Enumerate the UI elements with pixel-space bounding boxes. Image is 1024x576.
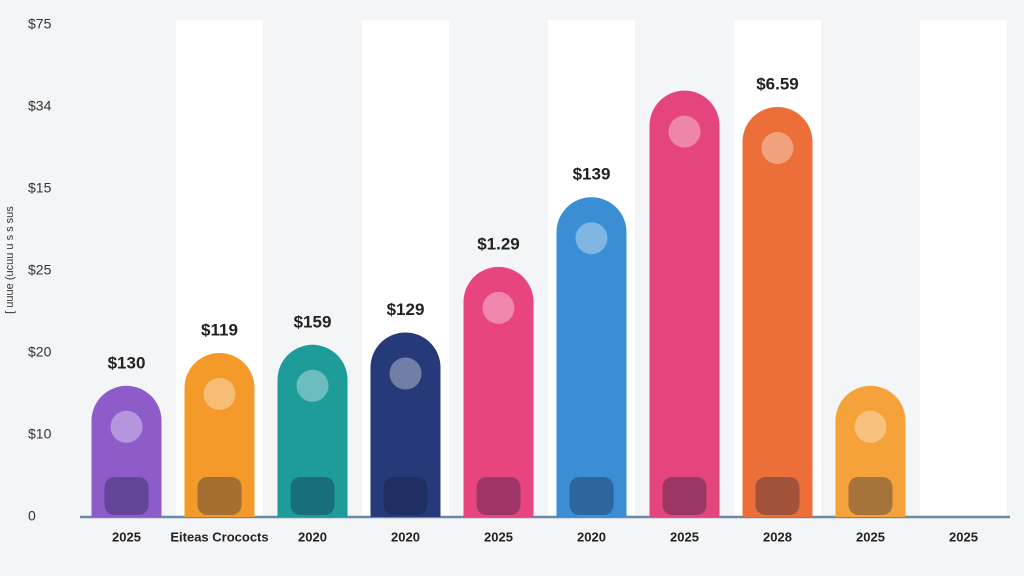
- bar-figure: [668, 115, 701, 148]
- bar: [91, 385, 162, 517]
- bar-figure-body: [848, 477, 893, 515]
- bar-figure: [389, 357, 422, 390]
- y-tick-label: 0: [28, 508, 36, 524]
- x-tick-label: 2025: [670, 529, 699, 544]
- bar-figure-body: [104, 477, 149, 515]
- bar-figure: [110, 410, 143, 443]
- value-label: $6.59: [756, 74, 799, 93]
- x-tick-label: 2025: [856, 529, 885, 544]
- bar-figure-body: [290, 477, 335, 515]
- column-panel: [920, 20, 1007, 517]
- value-label: $159: [294, 312, 332, 331]
- bar: [463, 266, 534, 517]
- x-tick-label: Eiteas Crococts: [170, 529, 268, 544]
- bar-figure-body: [383, 477, 428, 515]
- y-axis-label: [ uuue (ucuu u s s sus: [4, 206, 16, 314]
- bar: [742, 106, 813, 517]
- bar-figure-body: [662, 477, 707, 515]
- x-tick-label: 2025: [949, 529, 978, 544]
- bar-figure: [575, 222, 608, 255]
- y-tick-label: $15: [28, 180, 52, 196]
- value-label: $129: [387, 300, 425, 319]
- x-tick-label: 2025: [112, 529, 141, 544]
- bar: [277, 344, 348, 517]
- y-tick-label: $25: [28, 262, 52, 278]
- bar: [556, 197, 627, 517]
- bar-figure-body: [476, 477, 521, 515]
- bar-figure: [296, 369, 329, 402]
- bar: [370, 332, 441, 517]
- bar-figure: [854, 410, 887, 443]
- x-tick-label: 2020: [577, 529, 606, 544]
- bar-figure: [761, 132, 794, 164]
- bar-figure-body: [755, 477, 800, 515]
- x-tick-label: 2025: [484, 529, 513, 544]
- y-tick-label: $34: [28, 98, 52, 114]
- bar-figure: [482, 291, 515, 324]
- y-tick-label: $20: [28, 344, 52, 360]
- y-tick-label: $10: [28, 426, 52, 442]
- value-label: $139: [573, 165, 611, 184]
- x-tick-label: 2020: [391, 529, 420, 544]
- bar-figure-body: [569, 477, 614, 515]
- x-tick-label: 2028: [763, 529, 792, 544]
- value-label: $1.29: [477, 234, 520, 253]
- x-tick-label: 2020: [298, 529, 327, 544]
- bar: [649, 90, 720, 517]
- y-tick-label: $75: [28, 16, 52, 32]
- value-label: $130: [108, 353, 146, 372]
- bar-figure-body: [197, 477, 242, 515]
- value-label: $119: [201, 320, 238, 339]
- bar-figure: [203, 378, 236, 410]
- bar: [835, 385, 906, 517]
- bar: [184, 353, 255, 517]
